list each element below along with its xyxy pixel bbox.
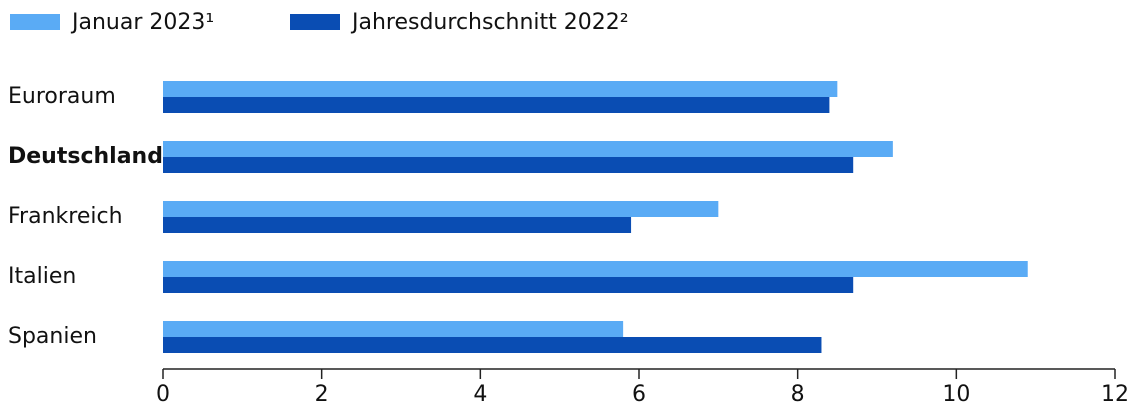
bar xyxy=(163,321,624,337)
x-tick-label: 8 xyxy=(791,382,805,407)
y-tick-label: Deutschland xyxy=(8,144,163,169)
bar xyxy=(163,217,632,233)
legend-label: Jahresdurchschnitt 2022² xyxy=(350,10,629,35)
x-tick-label: 4 xyxy=(473,382,487,407)
bar xyxy=(163,337,822,353)
bar xyxy=(163,141,893,157)
bar xyxy=(163,157,854,173)
y-tick-label: Euroraum xyxy=(8,84,116,109)
x-tick-label: 6 xyxy=(632,382,646,407)
legend-label: Januar 2023¹ xyxy=(70,10,214,35)
bar xyxy=(163,81,838,97)
legend-swatch xyxy=(10,14,60,30)
y-tick-label: Frankreich xyxy=(8,204,123,229)
legend-swatch xyxy=(290,14,340,30)
x-tick-label: 12 xyxy=(1101,382,1129,407)
x-tick-label: 2 xyxy=(315,382,329,407)
y-tick-label: Spanien xyxy=(8,324,97,349)
x-tick-label: 10 xyxy=(942,382,970,407)
y-tick-label: Italien xyxy=(8,264,76,289)
bar xyxy=(163,97,830,113)
bar xyxy=(163,201,719,217)
bar xyxy=(163,277,854,293)
bar xyxy=(163,261,1028,277)
x-tick-label: 0 xyxy=(156,382,170,407)
